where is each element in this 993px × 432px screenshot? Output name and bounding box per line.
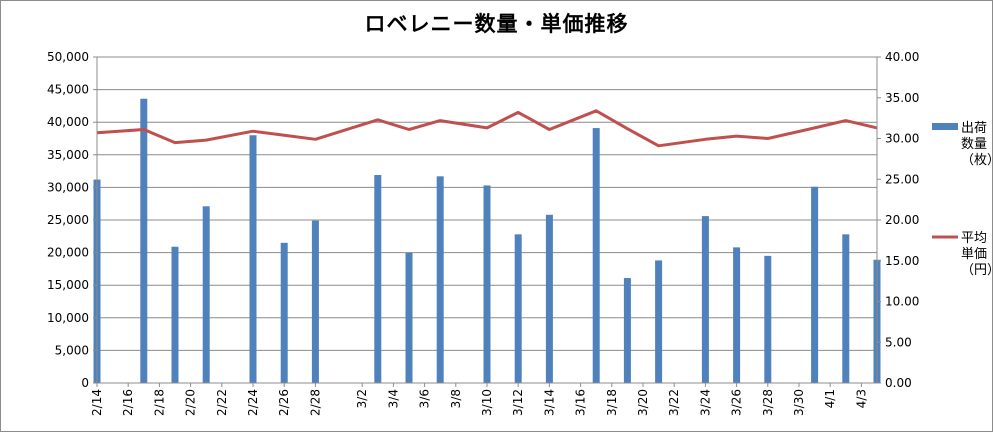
bar (623, 278, 631, 383)
x-tick-label: 2/22 (215, 389, 229, 416)
bar (811, 186, 819, 383)
bar (374, 175, 382, 383)
bar (140, 98, 148, 383)
bar (545, 214, 553, 383)
x-tick-label: 3/6 (418, 389, 432, 408)
bar-series (93, 98, 881, 383)
x-tick-label: 3/14 (542, 389, 556, 416)
left-tick-label: 45,000 (47, 83, 89, 97)
right-tick-label: 20.00 (885, 213, 919, 227)
x-tick-label: 3/22 (667, 389, 681, 416)
legend-swatch-bar (932, 123, 958, 130)
bar (405, 252, 413, 383)
bar (514, 234, 522, 383)
left-tick-label: 5,000 (55, 343, 89, 357)
x-tick-label: 3/16 (574, 389, 588, 416)
bar (733, 247, 741, 383)
right-tick-label: 15.00 (885, 254, 919, 268)
bar (701, 216, 709, 383)
left-tick-label: 40,000 (47, 115, 89, 129)
right-tick-label: 35.00 (885, 91, 919, 105)
legend-label: 数量 (961, 137, 987, 152)
x-tick-label: 3/8 (449, 389, 463, 408)
x-tick-label: 3/26 (730, 389, 744, 416)
bar (655, 260, 663, 383)
legend-label: 平均 (961, 231, 987, 246)
left-tick-label: 20,000 (47, 246, 89, 260)
bar (842, 234, 850, 383)
legend-label: 単価 (961, 246, 987, 262)
legend-label: 出荷 (961, 121, 987, 136)
legend-label: （枚） (961, 153, 993, 168)
bar (764, 255, 772, 383)
legend-label: （円） (961, 263, 993, 278)
left-tick-label: 35,000 (47, 148, 89, 162)
x-tick-label: 2/16 (121, 389, 135, 416)
left-tick-label: 25,000 (47, 213, 89, 227)
left-tick-label: 50,000 (47, 50, 89, 64)
right-tick-label: 30.00 (885, 132, 919, 146)
x-tick-label: 3/12 (511, 389, 525, 416)
price-line (96, 109, 878, 148)
left-tick-label: 30,000 (47, 180, 89, 194)
x-tick-label: 4/3 (854, 389, 868, 408)
x-axis-ticks: 2/14 2/16 2/18 2/20 2/22 2/24 2/26 2/28 3/2 3/4 3/… (90, 383, 868, 416)
x-tick-label: 2/20 (184, 389, 198, 416)
bar (311, 220, 319, 383)
left-tick-label: 15,000 (47, 278, 89, 292)
bar (436, 176, 444, 383)
x-tick-label: 3/4 (386, 389, 400, 408)
x-tick-label: 2/18 (152, 389, 166, 416)
x-tick-label: 2/24 (246, 389, 260, 416)
left-tick-label: 0 (81, 376, 89, 390)
left-tick-label: 10,000 (47, 311, 89, 325)
x-tick-label: 3/30 (792, 389, 806, 416)
right-tick-label: 40.00 (885, 50, 919, 64)
x-tick-label: 3/18 (605, 389, 619, 416)
bar (171, 246, 179, 383)
chart-title: ロベレニー数量・単価推移 (364, 12, 629, 36)
x-tick-label: 2/26 (277, 389, 291, 416)
right-tick-label: 25.00 (885, 172, 919, 186)
x-tick-label: 3/10 (480, 389, 494, 416)
bar (483, 185, 491, 383)
right-tick-label: 10.00 (885, 295, 919, 309)
x-tick-label: 2/28 (308, 389, 322, 416)
bar (249, 135, 257, 383)
x-tick-label: 2/14 (90, 389, 104, 416)
x-tick-label: 3/24 (698, 389, 712, 416)
right-axis-ticks: 0.00 5.00 10.00 15.00 20.00 25.00 30.00 35.00 40… (877, 50, 919, 390)
line-series (96, 109, 878, 148)
bar (202, 206, 210, 383)
x-tick-label: 3/28 (761, 389, 775, 416)
x-tick-label: 4/1 (823, 389, 837, 408)
x-tick-label: 3/20 (636, 389, 650, 416)
x-tick-label: 3/2 (355, 389, 369, 408)
right-tick-label: 5.00 (885, 335, 912, 349)
right-tick-label: 0.00 (885, 376, 912, 390)
bar (280, 242, 288, 383)
left-axis-ticks: 0 5,000 10,000 15,000 20,000 25,000 30,000 35,0… (47, 50, 97, 390)
bar (592, 128, 600, 383)
